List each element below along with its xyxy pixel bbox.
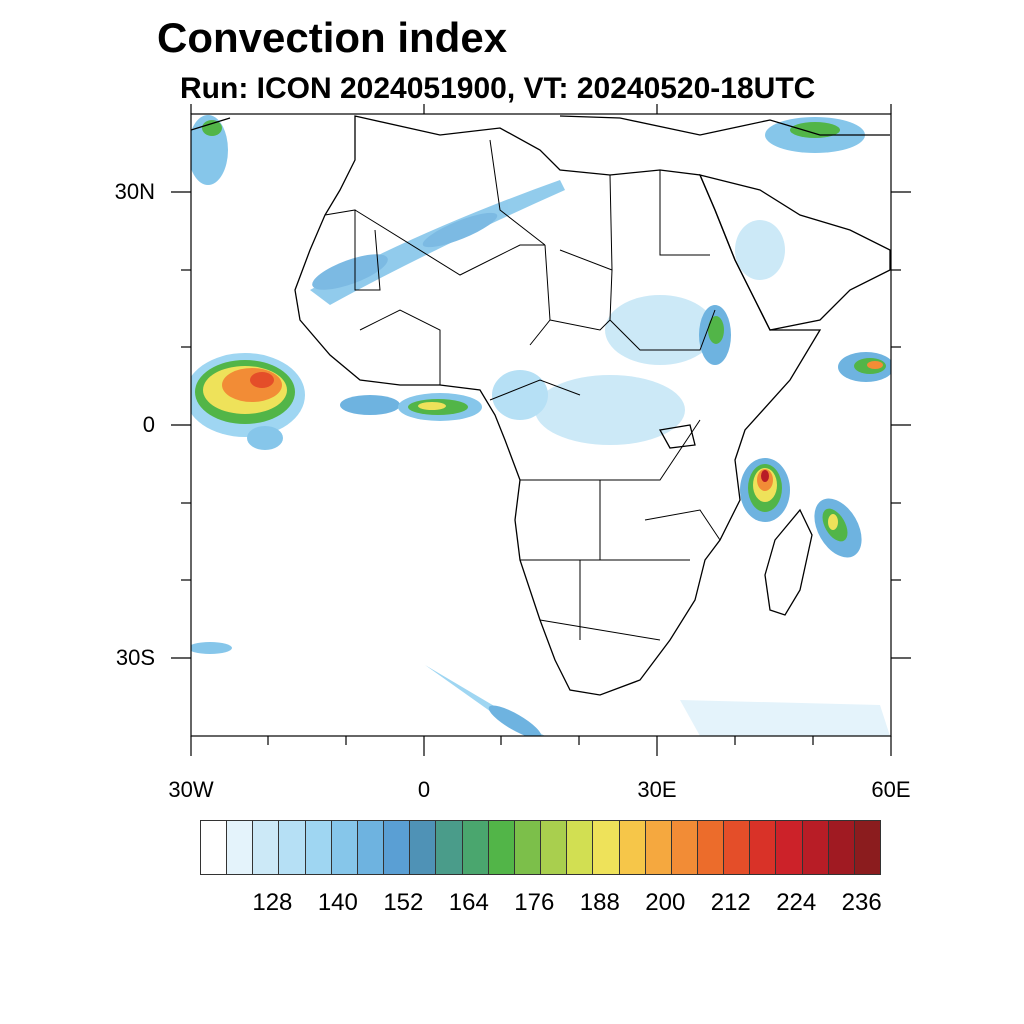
convection-streaks-south (191, 642, 890, 736)
x-tick-label: 30W (168, 777, 214, 802)
chart-subtitle: Run: ICON 2024051900, VT: 20240520-18UTC (180, 72, 816, 105)
legend-swatch (828, 821, 855, 874)
color-legend-bar (200, 820, 881, 875)
legend-swatch (331, 821, 358, 874)
legend-swatch (488, 821, 515, 874)
x-tick-label: 60E (871, 777, 911, 802)
map-frame (190, 113, 892, 737)
legend-label: 140 (317, 889, 358, 916)
legend-swatch (384, 821, 411, 874)
lake-victoria (658, 424, 696, 449)
y-tick-label: 0 (142, 412, 155, 437)
convection-cell-cyclone (740, 458, 862, 558)
legend-swatch (593, 821, 620, 874)
legend-swatch (776, 821, 803, 874)
legend-swatch (305, 821, 332, 874)
legend-swatch (541, 821, 568, 874)
legend-label: 236 (841, 889, 882, 916)
legend-label: 128 (252, 889, 293, 916)
convection-cell-atlantic (191, 353, 305, 450)
madagascar (764, 508, 813, 616)
x-tick-label: 30E (637, 777, 677, 802)
axis-ticks (171, 104, 911, 756)
legend-swatch (671, 821, 698, 874)
chart-title: Convection index (157, 14, 508, 61)
legend-swatch (750, 821, 777, 874)
convection-cell-guinea (340, 393, 482, 421)
arabian-peninsula (698, 174, 891, 331)
convection-band-sahara (310, 180, 565, 305)
coastlines (191, 115, 891, 696)
legend-label: 176 (514, 889, 555, 916)
border-lines (324, 139, 721, 641)
legend-swatch (357, 821, 385, 874)
legend-swatch (227, 821, 254, 874)
legend-swatch (253, 821, 280, 874)
legend-swatch (802, 821, 829, 874)
convection-central-africa (492, 220, 785, 445)
legend-label: 164 (448, 889, 489, 916)
legend-swatch (410, 821, 437, 874)
legend-label: 152 (383, 889, 424, 916)
legend-label: 200 (645, 889, 686, 916)
legend-swatch (279, 821, 306, 874)
legend-swatch (514, 821, 542, 874)
legend-label: 224 (776, 889, 817, 916)
legend-swatch (567, 821, 594, 874)
y-tick-label: 30S (115, 645, 155, 670)
legend-swatch (201, 821, 228, 874)
legend-swatch (724, 821, 751, 874)
mediterranean-north (191, 115, 890, 136)
legend-label: 188 (579, 889, 620, 916)
x-tick-label: 0 (417, 777, 431, 802)
legend-swatch (854, 821, 881, 874)
legend-label: 212 (710, 889, 751, 916)
convection-cell-northwest (191, 115, 228, 185)
legend-swatch (697, 821, 725, 874)
legend-swatch (436, 821, 463, 874)
legend-swatch (619, 821, 646, 874)
legend-swatch (462, 821, 489, 874)
legend-swatch (645, 821, 672, 874)
convection-field (191, 115, 891, 736)
y-tick-label: 30N (114, 179, 155, 204)
